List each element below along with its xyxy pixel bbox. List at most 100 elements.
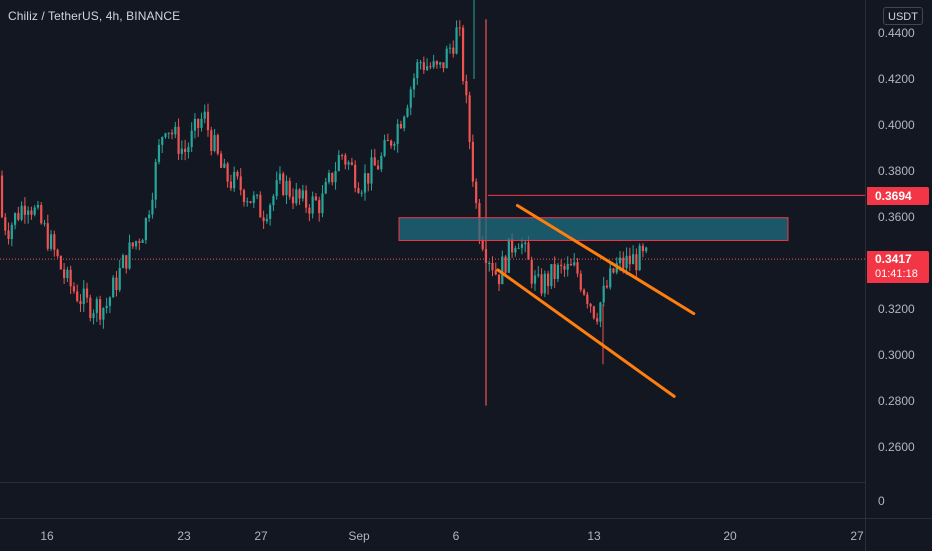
bear-candle <box>452 47 455 54</box>
bear-candle <box>442 62 445 69</box>
bull-candle <box>638 245 641 271</box>
bear-candle <box>76 291 79 302</box>
bear-candle <box>350 162 353 165</box>
price-tick: 0.4200 <box>878 72 915 86</box>
bear-candle <box>527 242 530 260</box>
bull-candle <box>514 248 517 253</box>
bull-candle <box>187 147 190 153</box>
bull-candle <box>556 264 559 279</box>
bull-candle <box>36 205 40 208</box>
bear-candle <box>569 263 573 266</box>
last-price-value: 0.3417 <box>875 252 912 266</box>
bear-candle <box>282 173 285 196</box>
bear-candle <box>465 80 468 96</box>
bull-candle <box>609 268 612 288</box>
bull-candle <box>167 132 170 134</box>
bull-candle <box>174 126 177 135</box>
bear-candle <box>589 303 592 307</box>
bear-candle <box>115 277 118 290</box>
chart-pane[interactable]: Chiliz / TetherUS, 4h, BINANCE <box>0 0 865 482</box>
axis-corner <box>865 518 932 551</box>
time-tick: 23 <box>177 529 191 543</box>
bull-candle <box>121 255 125 268</box>
bear-candle <box>216 135 219 154</box>
bear-candle <box>622 257 625 269</box>
symbol-legend: Chiliz / TetherUS, 4h, BINANCE <box>8 9 180 23</box>
bull-candle <box>403 116 406 129</box>
bear-candle <box>40 205 43 224</box>
bear-candle <box>138 241 141 243</box>
bear-candle <box>582 289 586 295</box>
bull-candle <box>157 144 161 162</box>
bull-candle <box>275 180 278 197</box>
bear-candle <box>468 95 471 142</box>
bear-candle <box>628 255 631 265</box>
bull-candle <box>426 66 429 70</box>
bear-candle <box>481 240 484 250</box>
bear-candle <box>305 190 308 208</box>
bull-candle <box>252 195 255 203</box>
bear-candle <box>239 176 242 191</box>
last-price-label: 0.3417 01:41:18 <box>867 251 929 283</box>
bar-countdown: 01:41:18 <box>875 268 918 280</box>
volume-pane[interactable] <box>0 482 865 519</box>
bear-candle <box>63 269 66 279</box>
bull-candle <box>66 269 69 279</box>
bull-candle <box>118 267 121 290</box>
bear-candle <box>553 264 556 279</box>
bull-candle <box>360 192 363 194</box>
time-tick: 13 <box>587 529 601 543</box>
bear-candle <box>458 27 461 29</box>
bear-candle <box>30 210 33 215</box>
bull-candle <box>233 171 236 189</box>
price-tick: 0.3800 <box>878 164 915 178</box>
bear-candle <box>291 196 295 204</box>
bull-candle <box>599 302 602 322</box>
bull-candle <box>432 61 435 68</box>
bull-candle <box>406 107 409 117</box>
bull-candle <box>193 118 197 131</box>
time-axis[interactable]: 16 23 27 Sep 6 13 20 27 <box>0 518 865 551</box>
bull-candle <box>311 196 314 214</box>
bull-candle <box>82 288 85 305</box>
bull-candle <box>327 172 331 182</box>
time-tick: 6 <box>452 529 460 543</box>
bear-candle <box>511 238 514 253</box>
bull-candle <box>49 234 53 249</box>
bear-candle <box>612 268 615 273</box>
bull-candle <box>543 273 546 294</box>
bear-candle <box>314 196 318 201</box>
bull-candle <box>324 181 327 194</box>
bear-candle <box>249 201 252 203</box>
bull-candle <box>645 247 648 252</box>
bull-candle <box>409 89 412 108</box>
bear-candle <box>69 269 72 287</box>
bear-candle <box>471 141 474 182</box>
bear-candle <box>125 255 128 269</box>
bear-candle <box>56 249 59 257</box>
bull-candle <box>141 240 144 243</box>
bull-candle <box>383 140 386 156</box>
price-chart[interactable] <box>0 0 865 482</box>
bull-candle <box>507 238 510 273</box>
bear-candle <box>236 171 239 177</box>
bear-candle <box>79 301 82 305</box>
bull-candle <box>412 78 416 90</box>
bear-candle <box>560 264 563 267</box>
volume-zero-label: 0 <box>878 494 885 508</box>
price-axis[interactable]: USDT 0.4400 0.4200 0.4000 0.3800 0.3600 … <box>865 0 932 518</box>
currency-button[interactable]: USDT <box>883 7 923 25</box>
bear-candle <box>576 262 579 274</box>
bear-candle <box>605 285 609 288</box>
bull-candle <box>144 218 147 241</box>
bull-candle <box>13 213 17 225</box>
bear-candle <box>376 165 380 170</box>
bear-candle <box>540 274 543 294</box>
time-tick: 20 <box>723 529 737 543</box>
bear-candle <box>85 288 89 298</box>
bull-candle <box>278 173 282 181</box>
channel-upper-line <box>515 204 696 316</box>
bear-candle <box>99 299 102 320</box>
time-tick: 16 <box>40 529 54 543</box>
bull-candle <box>27 210 30 215</box>
